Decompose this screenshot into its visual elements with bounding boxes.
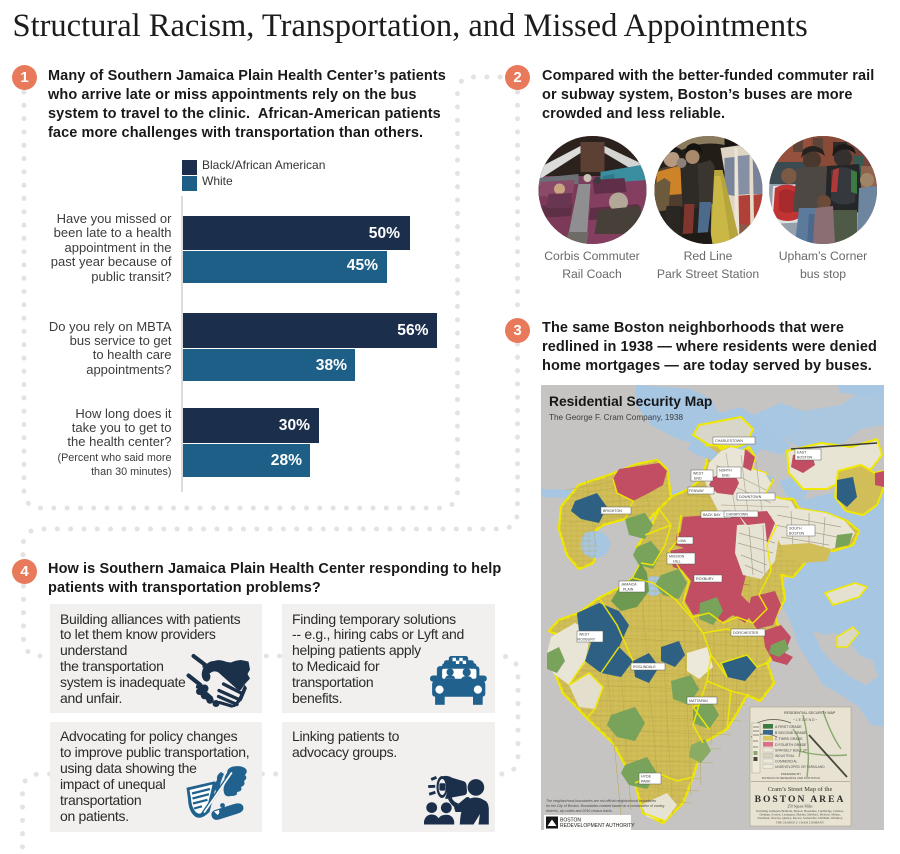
svg-text:JAMAICA: JAMAICA [621, 583, 637, 587]
svg-text:BOSTON: BOSTON [789, 532, 805, 536]
svg-text:HYDE: HYDE [641, 775, 652, 779]
svg-text:PLAIN: PLAIN [623, 588, 634, 592]
svg-text:ROXBURY: ROXBURY [696, 577, 714, 581]
svg-text:B SECOND GRADE: B SECOND GRADE [775, 731, 807, 735]
svg-text:DOWNTOWN: DOWNTOWN [739, 495, 762, 499]
svg-text:BOSTON AREA: BOSTON AREA [755, 794, 846, 805]
svg-text:EAST: EAST [797, 451, 807, 455]
svg-text:HILL: HILL [673, 560, 681, 564]
svg-text:DIVISION OF RESEARCH AND STATI: DIVISION OF RESEARCH AND STATISTICS [762, 776, 820, 780]
svg-text:~ L E G E N D ~: ~ L E G E N D ~ [793, 718, 817, 722]
svg-text:ROXBURY: ROXBURY [578, 638, 596, 642]
svg-text:Needham, Newton, Quincy, Rever: Needham, Newton, Quincy, Revere, Somervi… [758, 816, 843, 821]
svg-text:MISSION: MISSION [669, 555, 685, 559]
svg-text:COMMERCIAL: COMMERCIAL [775, 760, 798, 764]
svg-text:for the City of Boston. Bounda: for the City of Boston. Boundaries creat… [546, 804, 664, 808]
svg-text:UNDEVELOPED OR FARMLAND: UNDEVELOPED OR FARMLAND [775, 765, 825, 769]
svg-text:PREPARED BY: PREPARED BY [781, 772, 801, 776]
svg-text:Including Arlington Belmont, B: Including Arlington Belmont, Boston, Bro… [756, 809, 844, 814]
svg-text:MATTAPAN: MATTAPAN [689, 699, 708, 703]
svg-text:BOSTON: BOSTON [560, 818, 581, 824]
svg-text:A FIRST GRADE: A FIRST GRADE [775, 725, 802, 729]
svg-text:WEST: WEST [579, 633, 590, 637]
svg-text:BOSTON: BOSTON [797, 456, 813, 460]
svg-text:THE GEORGE F. CRAM COMPANY: THE GEORGE F. CRAM COMPANY [776, 820, 825, 824]
svg-text:WEST: WEST [693, 472, 704, 476]
svg-text:250 Square Miles: 250 Square Miles [787, 805, 813, 809]
svg-text:NORTH: NORTH [719, 469, 732, 473]
svg-text:RESIDENTIAL SECURITY MAP: RESIDENTIAL SECURITY MAP [784, 711, 836, 715]
svg-text:LMA: LMA [679, 539, 687, 543]
svg-text:Residential Security Map: Residential Security Map [549, 394, 712, 409]
svg-text:INDUSTRIAL: INDUSTRIAL [775, 754, 795, 758]
svg-text:Cram’s Street Map of the: Cram’s Street Map of the [768, 786, 833, 793]
svg-text:PARK: PARK [641, 780, 651, 784]
svg-text:Dedham, Everett, Lexington, Ma: Dedham, Everett, Lexington, Malden, Medf… [759, 813, 840, 818]
svg-text:DORCHESTER: DORCHESTER [733, 631, 759, 635]
svg-text:END: END [722, 474, 730, 478]
svg-text:SPARSELY BUILT UP: SPARSELY BUILT UP [775, 749, 808, 753]
svg-text:CHARLESTOWN: CHARLESTOWN [715, 439, 743, 443]
svg-text:The George F. Cram Company, 19: The George F. Cram Company, 1938 [549, 413, 684, 422]
svg-text:The neighborhood boundaries ar: The neighborhood boundaries are not offi… [546, 799, 656, 803]
svg-text:districts, zip codes and 2010: districts, zip codes and 2010 census tra… [546, 809, 613, 813]
svg-text:BRIGHTON: BRIGHTON [603, 509, 622, 513]
svg-text:D FOURTH GRADE: D FOURTH GRADE [775, 743, 807, 747]
svg-text:FENWAY: FENWAY [689, 489, 705, 493]
svg-text:CHINATOWN: CHINATOWN [726, 513, 748, 517]
svg-text:REDEVELOPMENT AUTHORITY: REDEVELOPMENT AUTHORITY [560, 823, 635, 829]
svg-text:ROSLINDALE: ROSLINDALE [633, 665, 656, 669]
svg-text:BACK BAY: BACK BAY [703, 513, 721, 517]
svg-text:C THIRD GRADE: C THIRD GRADE [775, 737, 803, 741]
svg-text:END: END [694, 477, 702, 481]
svg-text:SOUTH: SOUTH [789, 527, 802, 531]
